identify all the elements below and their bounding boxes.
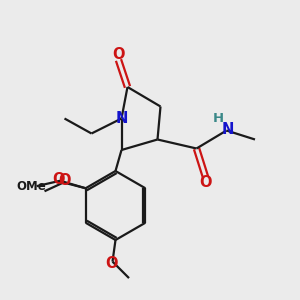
Text: O: O [199,175,212,190]
Text: O: O [52,172,65,187]
Text: O: O [112,47,125,62]
Text: N: N [222,122,234,136]
Text: H: H [212,112,224,125]
Text: OMe: OMe [16,180,46,193]
Text: N: N [115,111,128,126]
Text: O: O [105,256,117,272]
Text: O: O [58,173,70,188]
